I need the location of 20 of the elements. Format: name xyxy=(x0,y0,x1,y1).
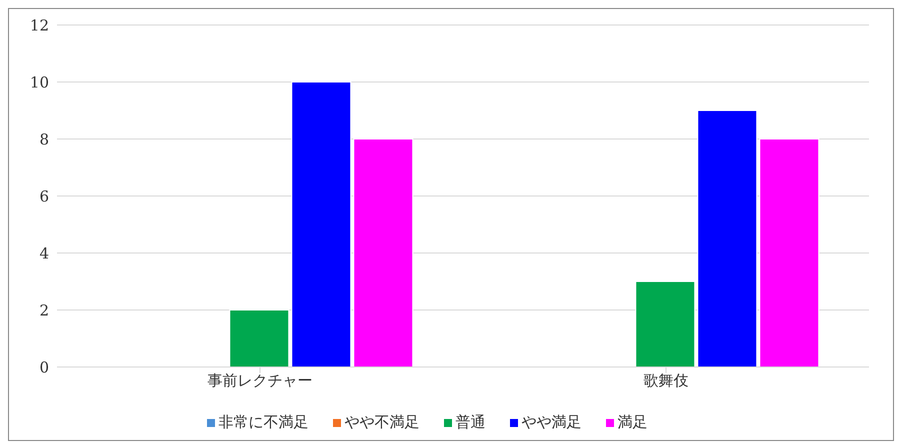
y-tick-label: 0 xyxy=(39,358,49,376)
bar xyxy=(635,281,696,367)
y-tick-label: 10 xyxy=(30,73,49,92)
x-tick-label: 歌舞伎 xyxy=(644,372,688,390)
legend-label: やや不満足 xyxy=(344,413,420,431)
bar xyxy=(353,138,414,367)
y-tick-label: 2 xyxy=(39,301,49,320)
legend-label: やや満足 xyxy=(522,413,582,431)
legend-label: 満足 xyxy=(618,413,648,431)
y-tick-label: 8 xyxy=(39,130,49,148)
bar xyxy=(759,138,820,367)
x-tick-label: 事前レクチャー xyxy=(208,372,312,390)
y-tick-label: 4 xyxy=(39,244,49,262)
y-tick-label: 6 xyxy=(39,187,49,206)
legend-label: 普通 xyxy=(456,413,486,431)
y-tick-label: 12 xyxy=(30,16,49,34)
bar xyxy=(291,82,352,367)
bar xyxy=(229,310,290,367)
bar xyxy=(697,110,758,367)
legend-label: 非常に不満足 xyxy=(218,413,308,431)
